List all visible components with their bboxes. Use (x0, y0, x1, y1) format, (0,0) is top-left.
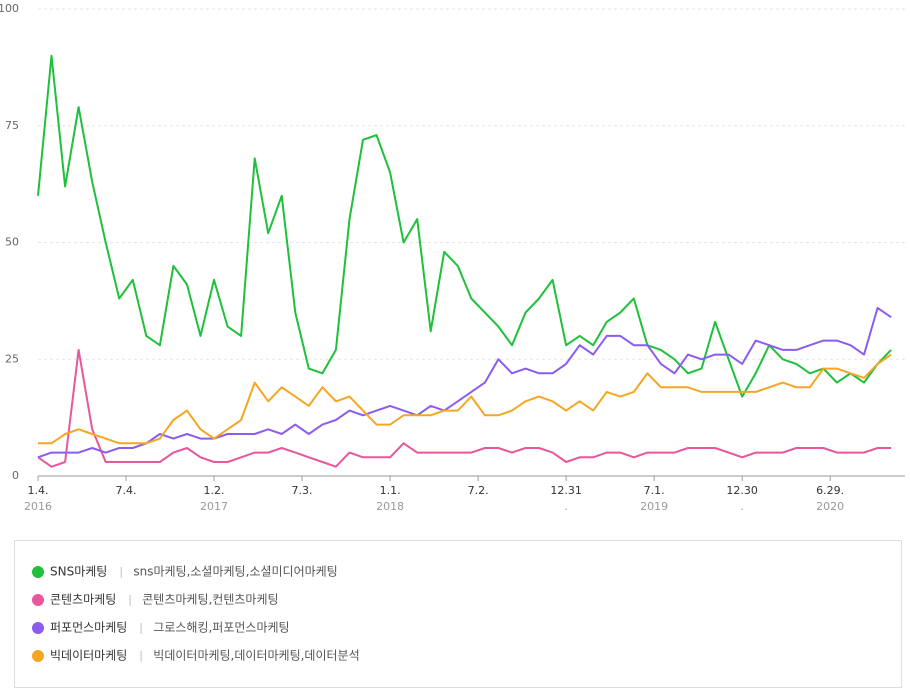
legend-name: 퍼포먼스마케팅 (50, 621, 127, 635)
legend-keywords: 빅데이터마케팅,데이터마케팅,데이터분석 (153, 649, 359, 663)
legend-dot (32, 622, 44, 634)
y-tick-label: 75 (5, 119, 19, 132)
legend-keywords: 콘텐츠마케팅,컨텐츠마케팅 (142, 593, 278, 607)
legend-separator: | (128, 593, 132, 606)
legend-keywords: sns마케팅,소셜마케팅,소셜미디어마케팅 (133, 565, 337, 579)
series-line (37, 54, 892, 398)
series-line (37, 306, 892, 459)
x-tick-label: 1.4. (28, 484, 49, 497)
y-tick-label: 100 (0, 2, 19, 15)
x-tick-label: 12.30 (726, 484, 758, 497)
x-tick-year: 2017 (200, 500, 228, 513)
legend-name: 빅데이터마케팅 (50, 649, 127, 663)
legend-name: SNS마케팅 (50, 565, 107, 579)
x-tick-label: 1.2. (204, 484, 225, 497)
legend-keywords: 그로스해킹,퍼포먼스마케팅 (153, 621, 289, 635)
x-tick-year: 2016 (24, 500, 52, 513)
y-tick-label: 50 (5, 236, 19, 249)
x-tick-label: 7.4. (116, 484, 137, 497)
x-tick-year: 2019 (640, 500, 668, 513)
legend-dot (32, 650, 44, 662)
series-line (38, 353, 892, 445)
legend-box (14, 540, 902, 688)
x-tick-year: . (740, 500, 744, 513)
legend-dot (32, 566, 44, 578)
legend-name: 콘텐츠마케팅 (50, 593, 116, 607)
legend-separator: | (139, 621, 143, 634)
series-line (37, 348, 892, 468)
legend-separator: | (119, 565, 123, 578)
x-tick-label: 7.2. (468, 484, 489, 497)
x-tick-label: 1.1. (380, 484, 401, 497)
x-tick-label: 7.3. (292, 484, 313, 497)
x-tick-label: 12.31 (550, 484, 582, 497)
x-tick-year: . (564, 500, 568, 513)
x-tick-label: 6.29. (816, 484, 844, 497)
y-tick-label: 25 (5, 352, 19, 365)
legend-separator: | (139, 649, 143, 662)
legend-dot (32, 594, 44, 606)
x-tick-year: 2018 (376, 500, 404, 513)
x-tick-label: 7.1. (644, 484, 665, 497)
y-tick-label: 0 (12, 469, 19, 482)
x-tick-year: 2020 (816, 500, 844, 513)
